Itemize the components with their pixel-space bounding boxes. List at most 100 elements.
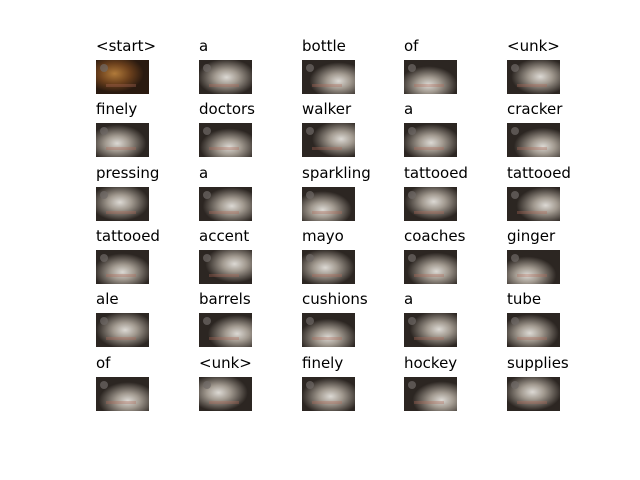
attention-thumbnail xyxy=(199,123,252,157)
caption-step-cell: walker xyxy=(302,101,417,165)
caption-word: of xyxy=(404,37,421,55)
caption-step-cell: accent xyxy=(199,228,314,292)
caption-word: <start> xyxy=(96,37,159,55)
attention-thumbnail xyxy=(404,313,457,347)
attention-map-image xyxy=(96,377,149,411)
attention-map-image xyxy=(96,187,149,221)
attention-thumbnail xyxy=(507,250,560,284)
caption-step-cell: <unk> xyxy=(199,355,314,419)
caption-step-cell: ginger xyxy=(507,228,622,292)
caption-step-cell: finely xyxy=(96,101,211,165)
attention-thumbnail xyxy=(199,377,252,411)
caption-word: walker xyxy=(302,100,354,118)
caption-word: supplies xyxy=(507,354,571,372)
caption-word: sparkling xyxy=(302,164,373,182)
attention-map-image xyxy=(404,187,457,221)
caption-word: bottle xyxy=(302,37,348,55)
caption-word: cracker xyxy=(507,100,565,118)
caption-step-cell: pressing xyxy=(96,165,211,229)
caption-step-cell: tube xyxy=(507,291,622,355)
attention-thumbnail xyxy=(404,250,457,284)
caption-word: a xyxy=(404,100,416,118)
caption-word: coaches xyxy=(404,227,468,245)
attention-thumbnail xyxy=(302,60,355,94)
attention-thumbnail xyxy=(302,123,355,157)
caption-step-cell: of xyxy=(96,355,211,419)
attention-thumbnail xyxy=(199,60,252,94)
attention-thumbnail xyxy=(507,123,560,157)
attention-map-image xyxy=(199,187,252,221)
attention-thumbnail xyxy=(507,377,560,411)
caption-word: accent xyxy=(199,227,252,245)
caption-step-cell: tattooed xyxy=(96,228,211,292)
caption-word: finely xyxy=(302,354,346,372)
caption-word: mayo xyxy=(302,227,346,245)
caption-step-cell: mayo xyxy=(302,228,417,292)
attention-map-image xyxy=(96,250,149,284)
caption-step-cell: <start> xyxy=(96,38,211,102)
caption-word: barrels xyxy=(199,290,253,308)
attention-map-image xyxy=(199,377,252,411)
attention-map-image xyxy=(507,123,560,157)
attention-thumbnail xyxy=(199,187,252,221)
attention-map-image xyxy=(507,250,560,284)
attention-thumbnail xyxy=(404,60,457,94)
attention-map-image xyxy=(404,60,457,94)
caption-word: <unk> xyxy=(199,354,254,372)
attention-map-image xyxy=(302,123,355,157)
caption-word: finely xyxy=(96,100,140,118)
attention-thumbnail xyxy=(404,187,457,221)
attention-thumbnail xyxy=(96,123,149,157)
attention-thumbnail xyxy=(96,250,149,284)
caption-step-cell: <unk> xyxy=(507,38,622,102)
attention-map-image xyxy=(302,313,355,347)
caption-step-cell: ale xyxy=(96,291,211,355)
caption-word: ginger xyxy=(507,227,558,245)
attention-thumbnail xyxy=(302,313,355,347)
attention-map-image xyxy=(507,377,560,411)
caption-step-cell: barrels xyxy=(199,291,314,355)
caption-step-cell: a xyxy=(404,101,519,165)
attention-thumbnail xyxy=(507,60,560,94)
caption-step-cell: a xyxy=(404,291,519,355)
attention-thumbnail xyxy=(404,123,457,157)
attention-map-image xyxy=(302,250,355,284)
caption-step-cell: cushions xyxy=(302,291,417,355)
caption-step-cell: a xyxy=(199,38,314,102)
caption-word: tube xyxy=(507,290,544,308)
caption-step-cell: coaches xyxy=(404,228,519,292)
attention-map-image xyxy=(302,187,355,221)
attention-thumbnail xyxy=(96,377,149,411)
attention-map-image xyxy=(96,60,149,94)
caption-step-cell: finely xyxy=(302,355,417,419)
attention-map-image xyxy=(199,313,252,347)
attention-map-image xyxy=(199,60,252,94)
attention-map-image xyxy=(404,123,457,157)
attention-map-image xyxy=(199,123,252,157)
caption-word: of xyxy=(96,354,113,372)
caption-step-cell: of xyxy=(404,38,519,102)
caption-word: tattooed xyxy=(96,227,162,245)
caption-word: pressing xyxy=(96,164,162,182)
caption-step-cell: supplies xyxy=(507,355,622,419)
caption-word: hockey xyxy=(404,354,460,372)
attention-map-image xyxy=(404,250,457,284)
caption-step-cell: tattooed xyxy=(507,165,622,229)
attention-map-image xyxy=(302,60,355,94)
attention-thumbnail xyxy=(96,313,149,347)
attention-thumbnail xyxy=(96,60,149,94)
caption-step-cell: sparkling xyxy=(302,165,417,229)
caption-word: cushions xyxy=(302,290,370,308)
caption-word: <unk> xyxy=(507,37,562,55)
attention-map-image xyxy=(96,123,149,157)
attention-map-image xyxy=(404,313,457,347)
caption-word: a xyxy=(199,164,211,182)
attention-thumbnail xyxy=(302,187,355,221)
caption-step-cell: hockey xyxy=(404,355,519,419)
attention-map-image xyxy=(96,313,149,347)
caption-step-cell: a xyxy=(199,165,314,229)
caption-word: doctors xyxy=(199,100,257,118)
caption-step-cell: tattooed xyxy=(404,165,519,229)
caption-word: tattooed xyxy=(404,164,470,182)
